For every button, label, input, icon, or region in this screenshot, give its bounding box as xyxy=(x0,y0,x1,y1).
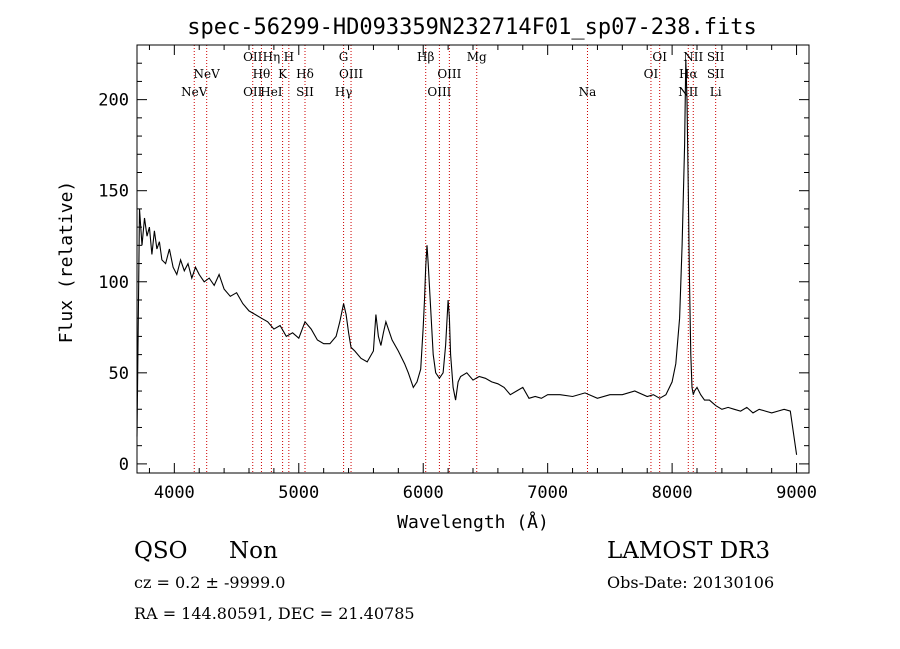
line-marker-label: G xyxy=(339,50,349,64)
x-tick-label: 4000 xyxy=(154,483,195,503)
spectrum-series-line xyxy=(136,59,798,455)
line-marker-label: Hγ xyxy=(335,85,353,99)
x-tick-label: 7000 xyxy=(527,483,568,503)
line-marker-label: Na xyxy=(579,85,597,99)
x-tick-label: 9000 xyxy=(776,483,817,503)
line-marker-label: NII xyxy=(678,85,698,99)
redshift-text: cz = 0.2 ± -9999.0 xyxy=(134,573,286,592)
y-axis-ticks: 0 50 100 150 200 xyxy=(98,62,809,475)
y-tick-label: 100 xyxy=(98,273,129,293)
x-axis-label: Wavelength (Å) xyxy=(397,511,549,533)
line-marker-label: K xyxy=(278,67,288,81)
emission-lines-layer: NeVNeVOIIOIIHθHηHeIKHHδSIIGHγOIIIHβOIIIO… xyxy=(181,45,725,473)
x-tick-label: 6000 xyxy=(403,483,444,503)
x-tick-label: 5000 xyxy=(278,483,319,503)
line-marker-label: OIII xyxy=(427,85,451,99)
object-class-label: QSO xyxy=(134,538,188,564)
coordinates-text: RA = 144.80591, DEC = 21.40785 xyxy=(134,604,415,623)
line-marker-label: SII xyxy=(707,67,725,81)
observation-date-text: Obs-Date: 20130106 xyxy=(607,573,775,592)
line-marker-label: Hα xyxy=(679,67,698,81)
line-marker-label: OII xyxy=(243,85,263,99)
line-marker-label: Hβ xyxy=(417,50,434,64)
line-marker-label: Hθ xyxy=(253,67,271,81)
object-subclass-label: Non xyxy=(229,538,278,564)
line-marker-label: OII xyxy=(243,50,263,64)
x-tick-label: 8000 xyxy=(652,483,693,503)
y-axis-label: Flux (relative) xyxy=(56,181,77,344)
line-marker-label: Hη xyxy=(263,50,281,64)
line-marker-label: Li xyxy=(710,85,722,99)
line-marker-label: SII xyxy=(707,50,725,64)
line-marker-label: H xyxy=(284,50,294,64)
x-axis-ticks: 4000 5000 6000 7000 8000 9000 xyxy=(148,45,817,503)
line-marker-label: OI xyxy=(652,50,667,64)
y-tick-label: 200 xyxy=(98,91,129,111)
chart-title: spec-56299-HD093359N232714F01_sp07-238.f… xyxy=(187,15,757,40)
y-tick-label: 0 xyxy=(119,455,129,475)
survey-label: LAMOST DR3 xyxy=(607,538,771,564)
line-marker-label: SII xyxy=(296,85,314,99)
line-marker-label: OIII xyxy=(437,67,461,81)
line-marker-label: Mg xyxy=(467,50,487,64)
line-marker-label: NeV xyxy=(181,85,208,99)
line-marker-label: NeV xyxy=(194,67,221,81)
y-tick-label: 50 xyxy=(109,364,129,384)
line-marker-label: Hδ xyxy=(296,67,314,81)
plot-frame xyxy=(136,44,810,474)
y-tick-label: 150 xyxy=(98,182,129,202)
line-marker-label: OI xyxy=(644,67,659,81)
line-marker-label: OIII xyxy=(339,67,363,81)
line-marker-label: HeI xyxy=(260,85,283,99)
line-marker-label: NII xyxy=(683,50,703,64)
